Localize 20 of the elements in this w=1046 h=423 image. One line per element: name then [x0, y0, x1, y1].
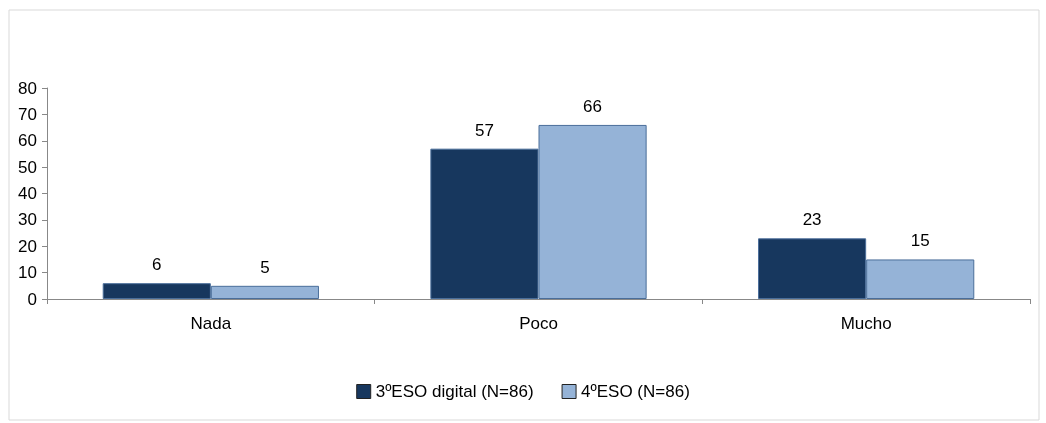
data-label: 5: [260, 257, 270, 277]
data-label: 6: [152, 255, 162, 275]
y-tick-label: 20: [18, 236, 37, 256]
x-tick-label: Poco: [519, 314, 558, 333]
y-tick-label: 30: [18, 210, 37, 230]
legend-label: 4ºESO (N=86): [581, 382, 690, 401]
y-tick-label: 50: [18, 157, 37, 177]
x-tick-label: Nada: [190, 314, 232, 333]
y-tick-label: 10: [18, 263, 37, 283]
legend-label: 3ºESO digital (N=86): [375, 382, 534, 401]
y-tick-label: 0: [27, 289, 37, 309]
data-label: 15: [910, 231, 930, 251]
data-label: 57: [474, 120, 494, 140]
x-tick-label: Mucho: [840, 314, 892, 333]
y-tick-label: 70: [18, 104, 37, 124]
y-tick-label: 60: [18, 131, 37, 151]
data-label: 23: [802, 210, 822, 230]
y-tick-label: 40: [18, 184, 37, 203]
y-tick-label: 80: [18, 78, 37, 98]
data-label: 66: [583, 96, 603, 116]
